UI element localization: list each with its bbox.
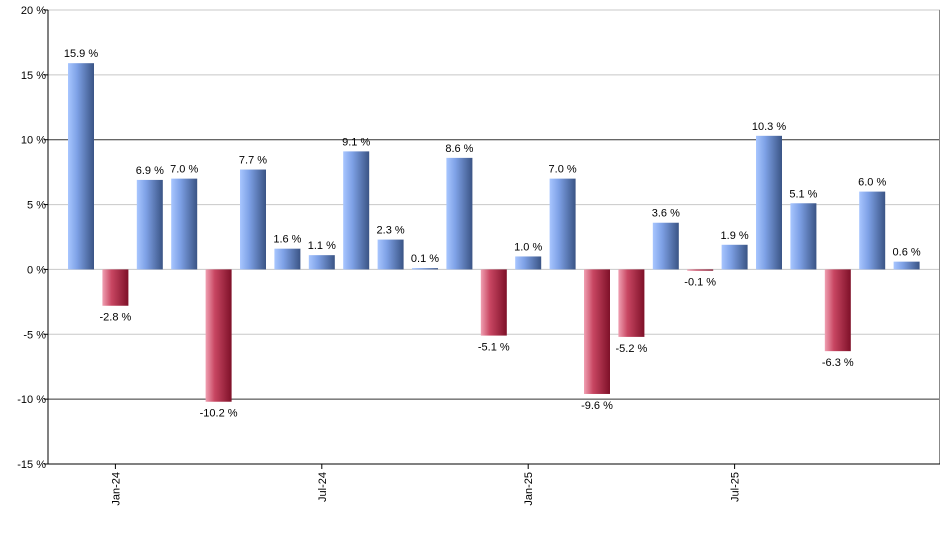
bar-positive [171, 178, 198, 270]
data-label: 7.7 % [239, 155, 267, 167]
bar-negative [687, 269, 714, 271]
data-label: 9.1 % [342, 136, 370, 148]
data-labels: 15.9 % -2.8 % 6.9 % 7.0 % -10.2 % 7.7 % 1.6 % 1… [64, 48, 921, 420]
data-label: 6.0 % [858, 177, 886, 189]
bar-positive [893, 261, 920, 270]
data-label: 8.6 % [445, 143, 473, 155]
data-label: 1.0 % [514, 241, 542, 253]
data-label: -5.1 % [478, 342, 510, 354]
bar-positive [515, 256, 542, 270]
data-label: 15.9 % [64, 48, 98, 60]
data-label: 1.1 % [308, 240, 336, 252]
bar-negative [205, 269, 232, 402]
bar-positive [240, 169, 266, 270]
bar-positive [652, 222, 679, 270]
y-axis: 20 % 15 % 10 % 5 % 0 % -5 % -10 % -15 % [17, 5, 49, 471]
bar-positive [343, 151, 370, 270]
bar-positive [859, 191, 886, 270]
bar-positive [721, 244, 748, 270]
bar-negative [824, 269, 851, 352]
data-label: 2.3 % [377, 225, 405, 237]
bar-positive [756, 135, 782, 270]
x-tick-label: Jul-25 [730, 472, 742, 502]
y-tick-label: 20 % [21, 5, 46, 17]
bar-positive [446, 157, 473, 270]
y-tick-label: 0 % [27, 264, 46, 276]
data-label: 7.0 % [170, 164, 198, 176]
y-tick-label: 10 % [21, 135, 46, 147]
bar-positive [136, 179, 163, 270]
bar-positive [68, 63, 94, 270]
data-label: -0.1 % [684, 277, 716, 289]
data-label: 1.6 % [273, 234, 301, 246]
x-axis: Jan-24 Jul-24 Jan-25 Jul-25 [48, 463, 940, 506]
bar-negative [584, 269, 610, 394]
x-tick-label: Jan-25 [523, 472, 535, 506]
x-tick-label: Jul-24 [317, 472, 329, 502]
bar-negative [618, 269, 645, 337]
y-tick-label: 5 % [27, 200, 46, 212]
data-label: 1.9 % [721, 230, 749, 242]
y-tick-label: -15 % [17, 459, 46, 471]
y-tick-label: -5 % [23, 329, 46, 341]
data-label: -5.2 % [616, 343, 648, 355]
data-label: 6.9 % [136, 165, 164, 177]
data-label: -10.2 % [200, 408, 238, 420]
bar-negative [480, 269, 507, 336]
data-label: 5.1 % [789, 188, 817, 200]
bar-positive [308, 255, 335, 270]
x-tick-label: Jan-24 [110, 472, 122, 506]
y-tick-label: -10 % [17, 394, 46, 406]
data-label: 0.6 % [893, 247, 921, 259]
bars [68, 63, 920, 402]
bar-positive [790, 203, 817, 270]
bar-positive [412, 268, 438, 270]
data-label: 0.1 % [411, 253, 439, 265]
data-label: 7.0 % [549, 164, 577, 176]
bar-negative [102, 269, 129, 306]
bar-positive [549, 178, 576, 270]
bar-positive [274, 248, 301, 270]
y-tick-label: 15 % [21, 70, 46, 82]
bar-positive [377, 239, 404, 270]
data-label: -2.8 % [100, 312, 132, 324]
data-label: -9.6 % [581, 400, 613, 412]
data-label: -6.3 % [822, 357, 854, 369]
data-label: 10.3 % [752, 121, 786, 133]
data-label: 3.6 % [652, 208, 680, 220]
